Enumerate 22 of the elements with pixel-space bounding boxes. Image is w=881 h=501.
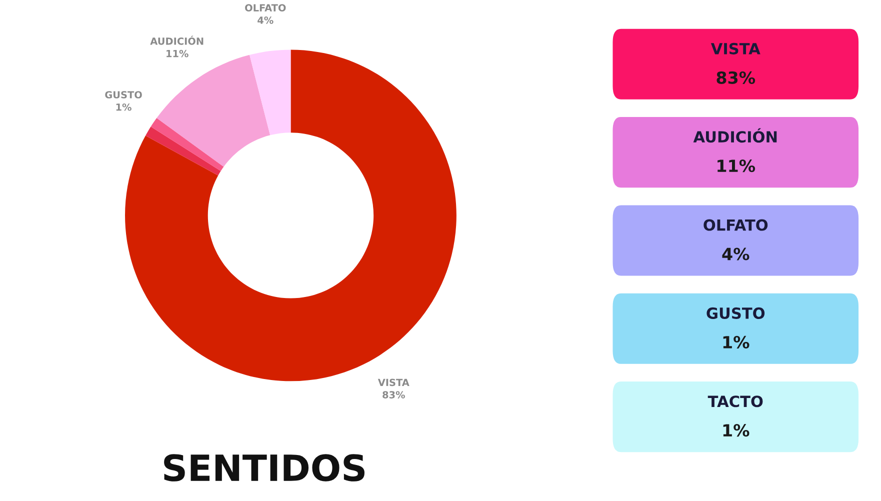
category-label: AUDICIÓN (693, 128, 777, 143)
slice-label: VISTA (378, 378, 410, 386)
text: 1% (723, 424, 750, 437)
slice-label: AUDICIÓN (150, 36, 204, 45)
donut-slice (250, 50, 291, 136)
donut-slice (146, 126, 221, 176)
text: 4% (722, 248, 750, 260)
text: 1% (723, 336, 750, 348)
category-label: GUSTO (706, 307, 765, 319)
text: 83% (716, 71, 756, 84)
category-label: OLFATO (704, 219, 768, 231)
category-label: VISTA (710, 42, 760, 54)
data-label: 4% (258, 16, 274, 24)
data-label: 1% (116, 103, 132, 111)
text: 11% (718, 160, 756, 172)
text: SENTIDOS (164, 454, 364, 482)
donut-slice (150, 118, 224, 172)
slice-label: OLFATO (245, 4, 286, 12)
data-label: 11% (166, 50, 188, 58)
data-label: 83% (382, 391, 405, 398)
category-label: TACTO (708, 396, 763, 408)
slice-label: GUSTO (105, 91, 142, 98)
